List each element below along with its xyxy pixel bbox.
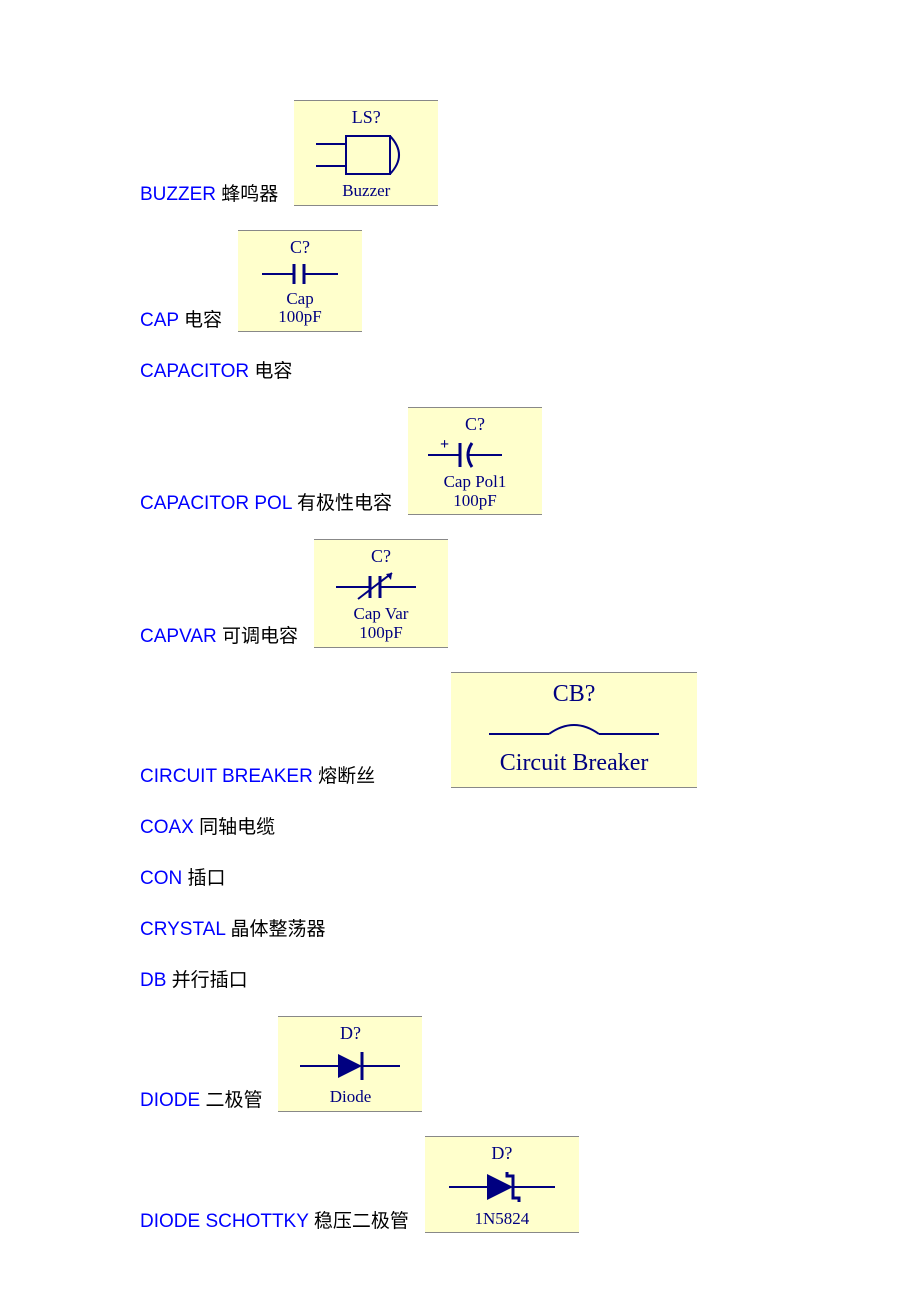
- component-name-cn: 并行插口: [166, 970, 247, 991]
- component-name-cn: 同轴电缆: [194, 817, 275, 838]
- component-row: CON 插口: [140, 863, 920, 890]
- component-name-cn: 晶体整荡器: [225, 919, 325, 940]
- schematic-symbol: C? + Cap Pol1100pF: [408, 407, 542, 515]
- component-name-cn: 稳压二极管: [309, 1211, 409, 1232]
- component-label: CRYSTAL 晶体整荡器: [140, 914, 325, 941]
- component-label: DIODE 二极管: [140, 1085, 262, 1112]
- component-name-en: CAPACITOR POL: [140, 493, 292, 514]
- symbol-graphic: [326, 567, 436, 605]
- component-label: BUZZER 蜂鸣器: [140, 179, 278, 206]
- component-row: CAPVAR 可调电容 C? Cap Var100pF: [140, 539, 920, 647]
- symbol-caption: 1N5824: [474, 1210, 529, 1229]
- component-name-en: DIODE SCHOTTKY: [140, 1211, 309, 1232]
- schematic-symbol: C? Cap100pF: [238, 230, 362, 332]
- component-name-en: BUZZER: [140, 184, 216, 205]
- component-list: BUZZER 蜂鸣器LS? BuzzerCAP 电容C? Cap100pFCAP…: [140, 100, 920, 1233]
- component-row: CAP 电容 C? Cap100pF: [140, 230, 920, 332]
- component-name-cn: 二极管: [200, 1090, 262, 1111]
- component-row: CAPACITOR 电容: [140, 356, 920, 383]
- component-label: CAPACITOR 电容: [140, 356, 292, 383]
- designator: LS?: [352, 107, 381, 128]
- schematic-symbol: CB? Circuit Breaker: [451, 672, 697, 788]
- component-name-en: DB: [140, 970, 166, 991]
- symbol-graphic: [469, 708, 679, 744]
- component-name-en: CIRCUIT BREAKER: [140, 766, 313, 787]
- component-label: CAP 电容: [140, 305, 222, 332]
- component-row: BUZZER 蜂鸣器 LS? Buzzer: [140, 100, 920, 206]
- component-name-cn: 蜂鸣器: [216, 184, 278, 205]
- component-row: DB 并行插口: [140, 965, 920, 992]
- symbol-caption: Circuit Breaker: [500, 750, 649, 777]
- component-name-en: CON: [140, 868, 182, 889]
- designator: D?: [340, 1023, 361, 1044]
- svg-text:+: +: [440, 437, 449, 453]
- schematic-symbol: D? Diode: [278, 1016, 422, 1112]
- component-label: CON 插口: [140, 863, 226, 890]
- component-row: COAX 同轴电缆: [140, 812, 920, 839]
- component-name-en: DIODE: [140, 1090, 200, 1111]
- component-label: CAPACITOR POL 有极性电容: [140, 488, 392, 515]
- symbol-caption: Diode: [330, 1088, 372, 1107]
- symbol-caption: Buzzer: [342, 182, 390, 201]
- component-name-cn: 插口: [182, 868, 225, 889]
- component-name-cn: 电容: [179, 310, 222, 331]
- component-name-en: CAPACITOR: [140, 361, 249, 382]
- schematic-symbol: D? 1N5824: [425, 1136, 579, 1234]
- designator: CB?: [553, 681, 596, 708]
- component-row: CIRCUIT BREAKER 熔断丝 CB? Circuit Breaker: [140, 672, 920, 788]
- component-label: CIRCUIT BREAKER 熔断丝: [140, 761, 375, 788]
- component-label: DB 并行插口: [140, 965, 248, 992]
- symbol-caption: Cap Var100pF: [354, 605, 409, 642]
- symbol-graphic: [437, 1164, 567, 1210]
- component-name-en: CRYSTAL: [140, 919, 225, 940]
- component-row: CAPACITOR POL 有极性电容 C? + Cap Pol1100pF: [140, 407, 920, 515]
- component-label: CAPVAR 可调电容: [140, 621, 298, 648]
- symbol-caption: Cap Pol1100pF: [444, 473, 507, 510]
- designator: C?: [290, 237, 310, 258]
- component-row: CRYSTAL 晶体整荡器: [140, 914, 920, 941]
- component-name-en: COAX: [140, 817, 194, 838]
- component-name-cn: 有极性电容: [292, 493, 392, 514]
- component-name-cn: 可调电容: [217, 626, 298, 647]
- designator: D?: [491, 1143, 512, 1164]
- designator: C?: [371, 546, 391, 567]
- component-label: COAX 同轴电缆: [140, 812, 275, 839]
- component-label: DIODE SCHOTTKY 稳压二极管: [140, 1206, 409, 1233]
- component-row: DIODE SCHOTTKY 稳压二极管 D? 1N5824: [140, 1136, 920, 1234]
- symbol-graphic: +: [420, 435, 530, 473]
- symbol-caption: Cap100pF: [278, 290, 321, 327]
- component-row: DIODE 二极管 D? Diode: [140, 1016, 920, 1112]
- component-name-en: CAPVAR: [140, 626, 217, 647]
- schematic-symbol: C? Cap Var100pF: [314, 539, 448, 647]
- component-name-cn: 电容: [249, 361, 292, 382]
- symbol-graphic: [290, 1044, 410, 1088]
- symbol-graphic: [306, 128, 426, 182]
- symbol-graphic: [250, 258, 350, 290]
- component-name-en: CAP: [140, 310, 179, 331]
- schematic-symbol: LS? Buzzer: [294, 100, 438, 206]
- designator: C?: [465, 414, 485, 435]
- component-name-cn: 熔断丝: [313, 766, 375, 787]
